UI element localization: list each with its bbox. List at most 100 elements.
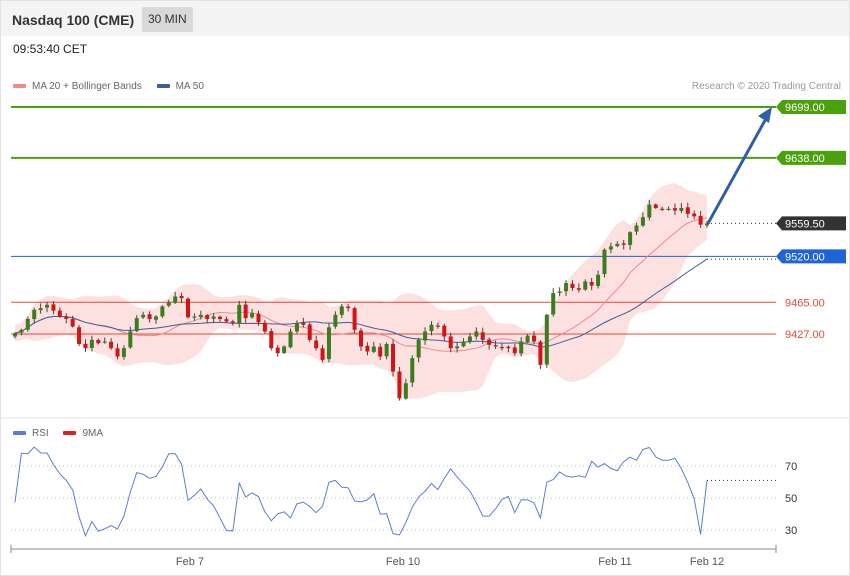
candle [423,327,428,345]
candle-body [57,310,62,317]
candle-body [339,306,344,315]
candle-body [224,319,229,322]
legend-label: RSI [32,428,49,439]
candle-body [570,283,575,289]
candle [672,203,677,216]
legend-swatch [63,431,77,436]
candle [397,366,402,401]
candle-body [64,316,69,319]
instrument-title: Nasdaq 100 (CME) [12,12,135,28]
candle [269,328,274,351]
target-arrow-head [758,107,772,123]
candle [698,211,703,228]
candle-body [647,204,652,218]
candle [121,345,126,360]
candle-body [621,243,626,245]
candle [38,303,43,314]
candle-body [410,358,415,383]
candle-body [493,345,498,347]
candle [570,280,575,291]
candle [102,337,107,344]
candle [384,342,389,360]
candle [435,322,440,329]
candle-body [89,339,94,349]
candle-body [416,339,421,358]
candle-body [160,306,165,317]
candle [13,332,17,339]
candle [166,299,171,308]
candle-body [13,333,17,337]
candle-body [230,321,235,324]
candle [294,320,299,334]
candle-body [198,314,203,318]
candle-body [544,314,549,365]
candle-body [32,309,37,320]
candle-body [576,288,581,290]
candle [160,305,165,318]
candle [653,203,658,209]
candle-body [134,318,139,332]
candle-body [307,324,312,340]
candle [589,277,594,291]
candle [89,335,94,352]
candle-body [25,318,30,330]
candle [634,222,639,235]
copyright-credit: Research © 2020 Trading Central [691,81,841,92]
candle-body [275,347,280,354]
candle-body [640,217,645,226]
candle-body [365,345,370,352]
candle [512,344,517,356]
candle [487,337,492,350]
level-resistance: 9699.00 [11,100,846,114]
candle [499,343,504,351]
candle [602,248,607,278]
level-tag [776,249,846,264]
candle [205,314,210,323]
candle [544,313,549,368]
candle [493,340,498,350]
candle-body [608,246,613,250]
rsi-level-label: 70 [785,461,797,473]
candle [608,242,613,254]
level-tag [776,100,846,114]
candle [19,328,24,336]
timestamp: 09:53:40 CET [13,42,88,56]
candle-body [250,313,255,318]
candle [333,311,338,329]
candle [538,340,543,369]
legend-ma50: MA 50 [156,81,204,92]
candle [224,316,229,323]
timeframe-button[interactable]: 30 MIN [142,7,193,32]
candle [365,342,370,356]
candle [615,241,620,248]
candle [77,324,82,347]
candle-body [474,331,479,337]
candle [83,339,88,353]
candle-body [519,341,524,354]
x-tick-label: Feb 12 [690,556,724,568]
candle [25,316,30,332]
candle [282,345,287,355]
candle [480,327,485,345]
candle-body [461,341,466,347]
candle-body [705,223,709,226]
candle [96,338,101,345]
bollinger-band [15,183,707,399]
candle [192,313,197,321]
candle-body [153,316,158,320]
target-arrow-shaft [706,114,770,225]
legend-swatch [13,431,26,436]
candle [275,345,280,357]
candle [461,338,466,348]
rsi-level-label: 30 [785,525,797,537]
rsi-line [14,446,708,538]
candle [442,323,447,341]
candle-body [359,330,363,347]
candle [410,355,415,388]
candle [628,231,633,250]
level-label: 9427.00 [785,329,825,341]
candle [186,297,190,319]
candle [326,323,331,363]
